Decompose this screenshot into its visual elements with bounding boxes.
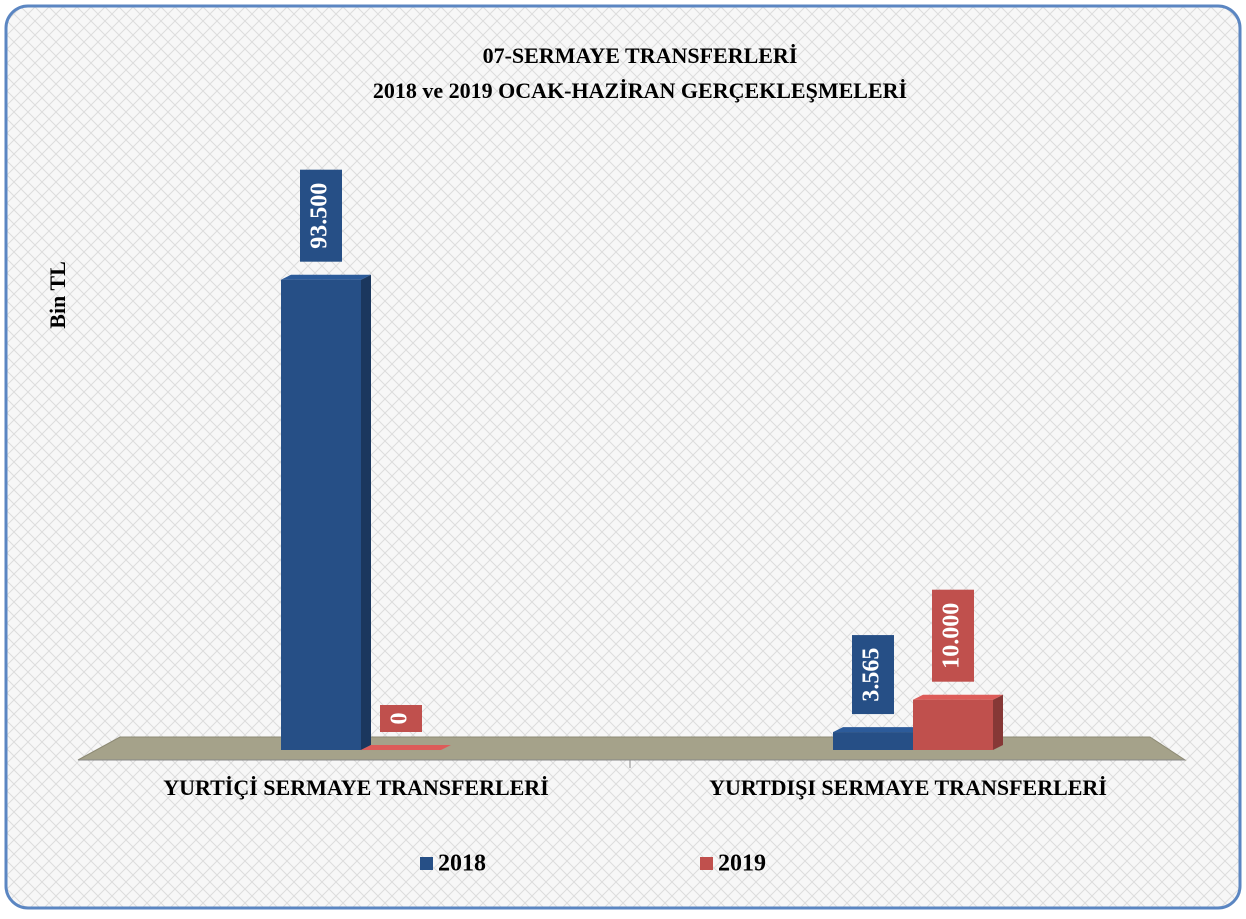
x-tick-label: YURTİÇİ SERMAYE TRANSFERLERİ (163, 775, 549, 800)
legend-label: 2019 (718, 851, 766, 877)
bar (913, 700, 993, 750)
chart-subtitle: 2018 ve 2019 OCAK-HAZİRAN GERÇEKLEŞMELER… (373, 78, 907, 103)
y-axis-title: Bin TL (45, 261, 70, 328)
bar-top (281, 275, 371, 280)
bar-top (833, 727, 923, 732)
x-tick-label: YURTDIŞI SERMAYE TRANSFERLERİ (709, 775, 1107, 800)
value-label: 10.000 (939, 603, 965, 669)
legend-label: 2018 (438, 851, 486, 877)
value-label: 3.565 (859, 648, 885, 702)
floor (78, 737, 1185, 760)
bar-side (361, 275, 371, 750)
value-label: 93.500 (307, 183, 333, 249)
bar-top (913, 695, 1003, 700)
legend-swatch (420, 857, 433, 870)
legend-swatch (700, 857, 713, 870)
bar-side (993, 695, 1003, 750)
value-label: 0 (387, 713, 413, 725)
bar-top (361, 745, 451, 750)
bar (281, 280, 361, 750)
chart-title: 07-SERMAYE TRANSFERLERİ (483, 43, 798, 68)
bar (833, 732, 913, 750)
chart-frame (6, 6, 1240, 908)
